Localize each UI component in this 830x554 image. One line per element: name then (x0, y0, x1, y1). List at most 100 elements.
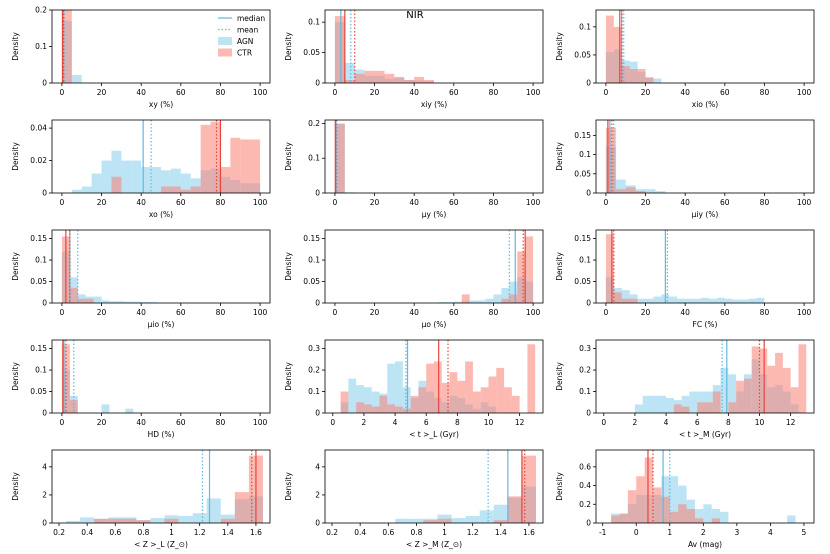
bar-agn (101, 160, 112, 193)
y-tick-label: 0.2 (579, 366, 591, 375)
bar-ctr (220, 167, 231, 193)
x-tick-label: 0 (604, 88, 609, 97)
x-tick-label: 60 (176, 308, 186, 317)
bar-ctr (334, 16, 345, 83)
x-tick-label: 100 (253, 88, 268, 97)
bar-ctr (711, 518, 721, 523)
x-tick-label: 40 (409, 198, 419, 207)
x-tick-label: 1.6 (250, 528, 262, 537)
x-tick-label: 6 (424, 418, 429, 427)
panel-6: 0 20 40 60 80 100 0 0.05 0.1 0.15 μiy (%) Density (555, 119, 815, 219)
bar-agn (125, 408, 134, 413)
bar-agn (658, 395, 667, 413)
x-tick-label: 0.6 (382, 528, 394, 537)
bar-agn (66, 520, 81, 523)
bar-agn (437, 302, 446, 303)
bar-agn (711, 508, 721, 523)
axes-frame (324, 9, 544, 84)
y-tick-label: 4 (42, 462, 47, 471)
x-tick-label: 20 (97, 418, 107, 427)
bar-ctr (472, 391, 481, 413)
bar-ctr (636, 476, 645, 523)
bar-agn (101, 300, 110, 303)
x-tick-label: 0 (601, 418, 606, 427)
bar-agn (720, 367, 729, 413)
x-tick-label: 1.4 (222, 528, 234, 537)
bar-agn (485, 298, 494, 303)
x-tick-label: 0.4 (354, 528, 366, 537)
x-tick-label: 4 (768, 528, 773, 537)
x-axis-label: < t >_M (Gyr) (679, 430, 731, 439)
bar-agn (206, 498, 221, 523)
bar-ctr (637, 68, 646, 83)
x-tick-label: 100 (526, 88, 541, 97)
bar-agn (637, 298, 646, 303)
x-tick-label: 40 (409, 308, 419, 317)
x-tick-label: 100 (797, 88, 812, 97)
bar-ctr (426, 363, 434, 413)
x-tick-label: 60 (720, 198, 730, 207)
bar-ctr (404, 79, 415, 83)
x-tick-label: 0 (330, 418, 335, 427)
panel-4: 0 20 40 60 80 100 0 0.02 0.04 xo (%) Density (11, 119, 271, 219)
bar-ctr (678, 504, 687, 523)
axes-frame (51, 229, 271, 304)
y-axis-label: Density (284, 362, 293, 391)
bar-agn (402, 387, 411, 413)
bar-ctr (496, 367, 505, 413)
bar-ctr (465, 361, 473, 413)
bar-agn (91, 173, 102, 193)
x-tick-label: 0 (604, 198, 609, 207)
panel-13: 0.2 0.4 0.6 0.8 1 1.2 1.4 1.6 0 2 4 < Z >_L (Z_⊙) De… (11, 449, 271, 549)
x-tick-label: 0 (60, 88, 65, 97)
panel-7: 0 20 40 60 80 100 0 0.05 0.1 0.15 μio (%) Density (11, 229, 271, 329)
x-tick-label: 1 (169, 528, 174, 537)
bar-ctr (387, 404, 396, 413)
y-axis-label: Density (555, 362, 564, 391)
x-tick-label: 20 (370, 198, 380, 207)
y-tick-label: 0.2 (35, 6, 47, 15)
x-tick-label: 60 (449, 88, 459, 97)
x-tick-label: 12 (515, 418, 525, 427)
x-tick-label: 2 (701, 528, 706, 537)
bar-ctr (605, 15, 614, 83)
y-tick-label: 0.1 (35, 256, 47, 265)
bar-agn (453, 301, 462, 303)
axes-frame (324, 119, 544, 194)
bar-ctr (461, 294, 470, 303)
x-tick-label: 60 (449, 198, 459, 207)
bar-ctr (457, 380, 466, 413)
y-tick-label: 0.15 (574, 234, 591, 243)
legend-agn-swatch (218, 37, 232, 45)
y-axis-label: Density (11, 252, 20, 281)
x-tick-label: 40 (680, 308, 690, 317)
bar-ctr (644, 457, 654, 523)
bar-agn (728, 374, 737, 413)
bar-ctr (371, 406, 380, 413)
x-tick-label: 100 (253, 308, 268, 317)
x-tick-label: 20 (97, 88, 107, 97)
y-tick-label: 0 (315, 409, 320, 418)
bar-agn (645, 189, 656, 193)
bar-ctr (621, 298, 630, 303)
bar-agn (149, 302, 158, 303)
y-tick-label: 0 (42, 409, 47, 418)
axes-frame (324, 449, 544, 524)
bar-ctr (751, 346, 760, 413)
bar-agn (395, 361, 403, 413)
bar-agn (161, 170, 171, 193)
x-axis-label: FC (%) (693, 320, 718, 329)
y-tick-label: 0.4 (579, 481, 591, 490)
x-tick-label: 0.2 (53, 528, 65, 537)
x-tick-label: 100 (526, 198, 541, 207)
bar-ctr (705, 402, 713, 413)
y-tick-label: 0.05 (303, 48, 320, 57)
x-tick-label: 4 (664, 418, 669, 427)
bar-agn (80, 517, 95, 523)
bar-agn (689, 391, 698, 413)
bar-ctr (645, 77, 654, 83)
legend: median mean AGN CTR (218, 14, 265, 58)
x-tick-label: 20 (97, 198, 107, 207)
x-tick-label: 40 (136, 198, 146, 207)
